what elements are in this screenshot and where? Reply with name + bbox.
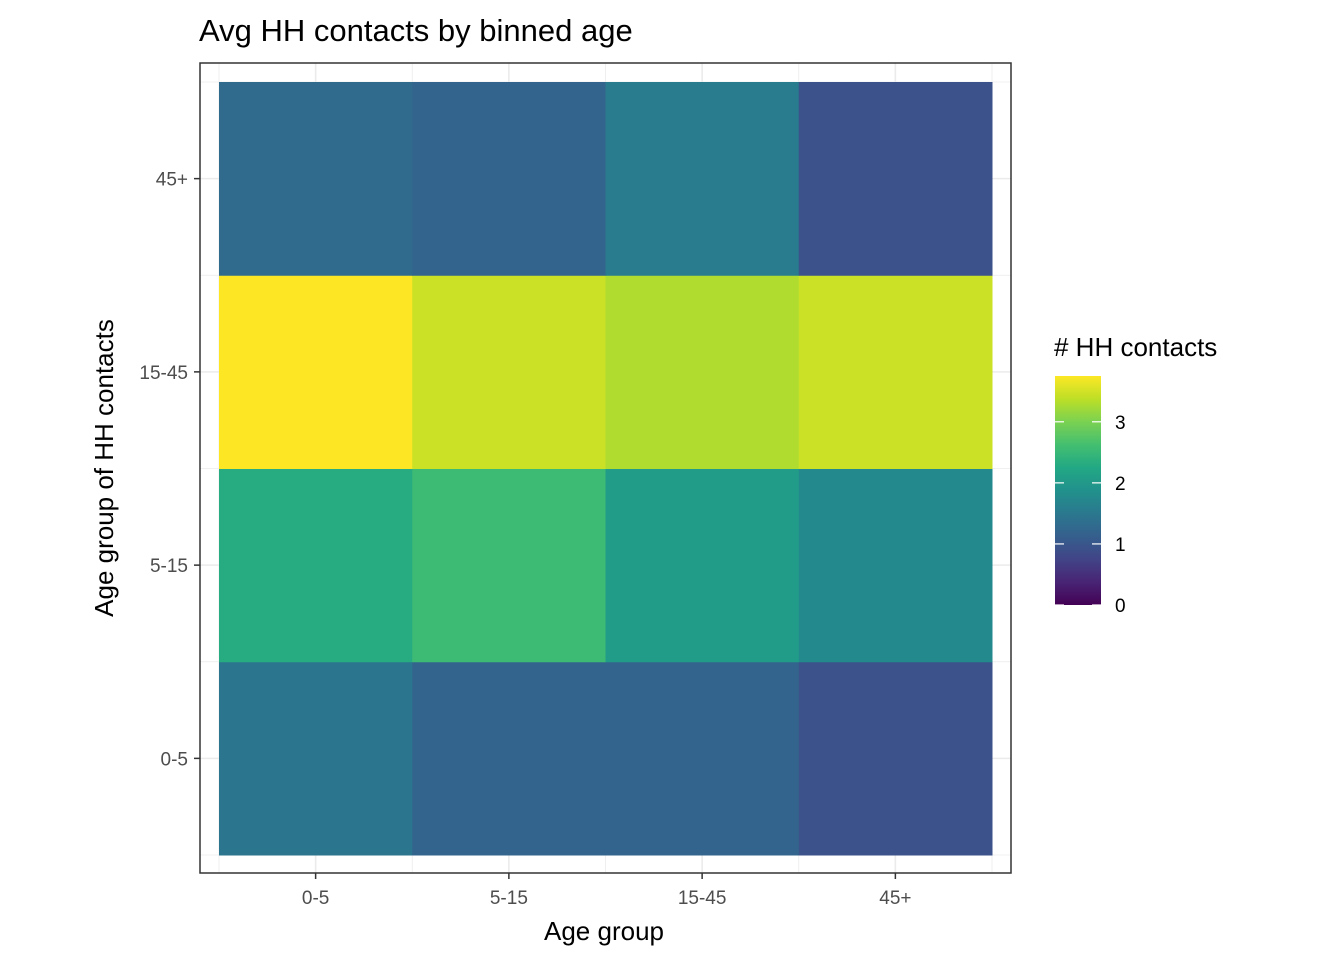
y-tick-label: 5-15 [150,556,188,577]
heatmap-cell-5-15-45+ [412,82,606,276]
heatmap-cell-0-5-0-5 [219,661,413,856]
legend-tick-label: 0 [1115,596,1126,617]
x-tick-label: 5-15 [490,888,528,909]
chart-title: Avg HH contacts by binned age [199,13,633,48]
legend-tick-label: 1 [1115,535,1126,556]
heatmap-cell-45+-15-45 [798,275,993,469]
y-tick-label: 45+ [156,170,188,191]
heatmap-cell-0-5-15-45 [219,275,413,469]
legend: # HH contacts 0 1 2 3 [1054,332,1217,617]
heatmap-cell-45+-45+ [798,82,993,276]
heatmap-cell-5-15-5-15 [412,468,606,663]
legend-tick-label: 3 [1115,413,1126,434]
legend-ticks: 0 1 2 3 [1055,413,1126,617]
heatmap-cell-15-45-45+ [605,82,800,276]
heatmap-cell-5-15-15-45 [412,275,606,469]
x-tick-label: 15-45 [678,888,727,909]
y-axis-title: Age group of HH contacts [89,319,119,617]
panel-border [199,62,1012,874]
x-tick-label: 0-5 [302,888,329,909]
y-tick-label: 0-5 [161,749,188,770]
heatmap-cell-15-45-15-45 [605,275,800,469]
heatmap-cell-45+-5-15 [798,468,993,663]
y-tick-label: 15-45 [139,363,188,384]
heatmap-cell-0-5-45+ [219,82,413,276]
heatmap-tiles [219,82,993,856]
heatmap-cell-15-45-5-15 [605,468,800,663]
heatmap-cell-0-5-5-15 [219,468,413,663]
x-axis: 0-5 5-15 15-45 45+ [302,873,911,909]
x-axis-title: Age group [544,916,664,946]
heatmap-cell-5-15-0-5 [412,661,606,856]
legend-title: # HH contacts [1054,332,1217,362]
legend-colorbar [1055,376,1101,605]
x-tick-label: 45+ [879,888,911,909]
heatmap-cell-45+-0-5 [798,661,993,856]
y-axis: 0-5 5-15 15-45 45+ [139,170,200,770]
legend-tick-label: 2 [1115,474,1126,495]
heatmap-cell-15-45-0-5 [605,661,800,856]
